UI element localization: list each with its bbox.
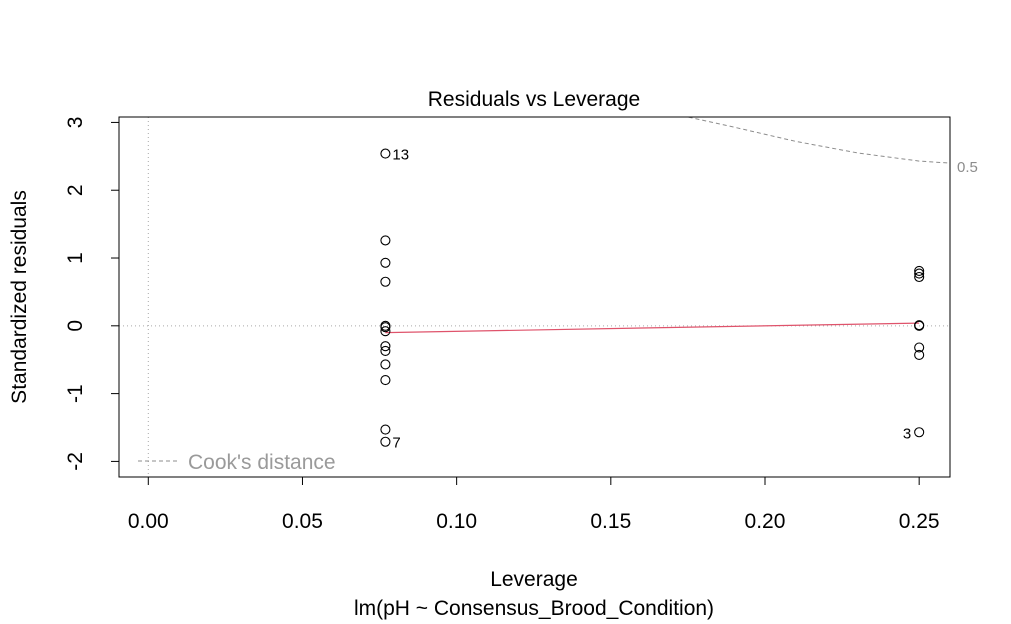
y-tick-label: -1 (64, 384, 87, 403)
cooks-distance-layer (685, 117, 950, 164)
data-point (380, 341, 391, 352)
cooks-contour-label: 0.5 (957, 159, 978, 176)
point-labels: 13 7 3 (392, 147, 911, 452)
y-tick-label: 0 (64, 320, 87, 332)
legend-entry-cooks-distance: Cook's distance (188, 451, 336, 474)
data-point (380, 326, 391, 337)
x-tick-label: 0.10 (436, 510, 477, 533)
y-tick-label: 2 (64, 184, 87, 196)
legend: Cook's distance (138, 451, 336, 474)
data-point (380, 322, 391, 333)
data-point (380, 345, 391, 356)
data-point (914, 265, 925, 276)
data-point (380, 375, 391, 386)
x-tick-label: 0.25 (899, 510, 940, 533)
data-point (380, 276, 391, 287)
data-point (380, 359, 391, 370)
data-point (914, 320, 925, 331)
point-label: 3 (903, 425, 911, 442)
data-point (380, 436, 391, 447)
data-points (380, 148, 925, 447)
y-tick-label: -2 (64, 452, 87, 471)
data-point (380, 424, 391, 435)
data-point (914, 349, 925, 361)
data-point (380, 235, 391, 246)
y-axis: -2 -1 0 1 2 3 (64, 117, 120, 471)
data-point (380, 148, 391, 159)
plot-frame (118, 116, 951, 478)
data-point (914, 342, 925, 353)
cooks-distance-contour (685, 117, 950, 164)
x-tick-label: 0.05 (282, 510, 323, 533)
smooth-line-layer (385, 322, 920, 334)
smooth-line (385, 322, 920, 334)
y-tick-label: 3 (64, 117, 87, 129)
y-tick-label: 1 (64, 252, 87, 264)
data-point (914, 271, 925, 283)
point-label: 7 (392, 435, 400, 452)
chart-title: Residuals vs Leverage (428, 88, 640, 111)
data-point (914, 268, 925, 279)
model-subtitle: lm(pH ~ Consensus_Brood_Condition) (354, 597, 714, 620)
reference-lines (119, 117, 950, 477)
data-point (914, 427, 925, 438)
x-axis: 0.00 0.05 0.10 0.15 0.20 0.25 (128, 476, 940, 533)
x-tick-label: 0.20 (745, 510, 786, 533)
x-tick-label: 0.00 (128, 510, 169, 533)
x-axis-label: Leverage (490, 568, 578, 591)
data-point (380, 257, 391, 268)
x-tick-label: 0.15 (590, 510, 631, 533)
point-label: 13 (392, 147, 409, 164)
y-axis-label: Standardized residuals (8, 190, 31, 404)
